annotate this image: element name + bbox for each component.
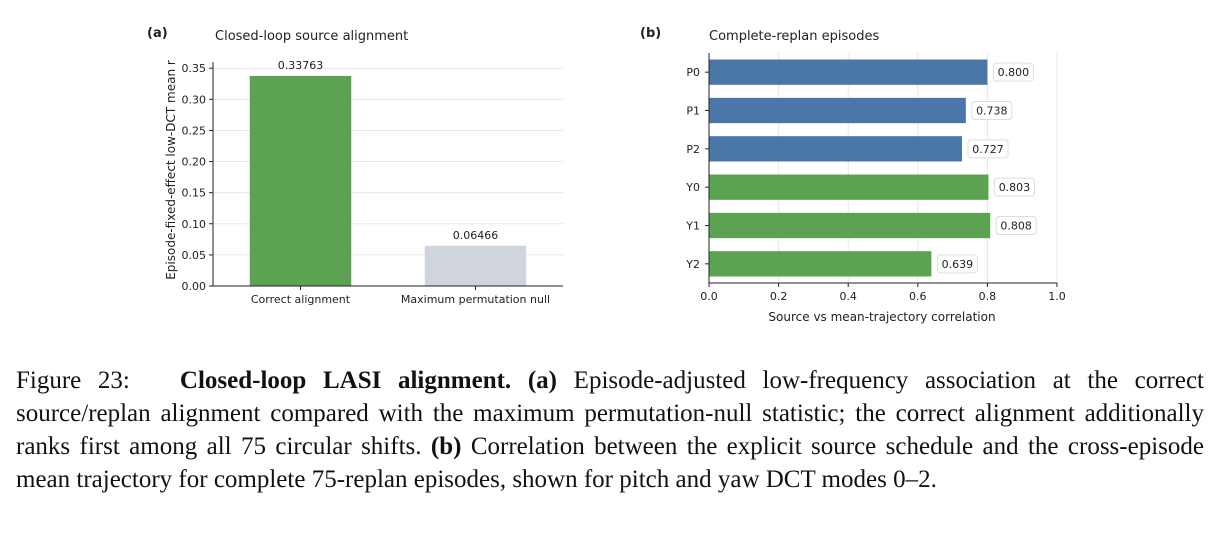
bar-data-label-box — [992, 62, 1034, 82]
bar — [709, 251, 932, 277]
caption-part-a-text: Episode-adjusted low-frequency associati… — [16, 367, 1205, 460]
panel-b-xlabel: Source vs mean-trajectory correlation — [768, 310, 995, 324]
bar — [424, 245, 527, 286]
x-tick-label: 0.8 — [979, 290, 997, 303]
bar-data-label-box — [936, 254, 978, 274]
y-tick-label: P1 — [686, 105, 700, 118]
panel-a-title: Closed-loop source alignment — [215, 29, 408, 44]
caption-title: Closed-loop LASI alignment. — [179, 367, 512, 394]
bar — [249, 75, 352, 286]
x-tick-label: 0.6 — [909, 290, 927, 303]
bar-data-label: 0.808 — [1000, 220, 1032, 233]
bar — [709, 212, 991, 239]
bar-data-label-box — [995, 216, 1037, 235]
panel-a: (a) Closed-loop source alignment Episode… — [147, 26, 563, 306]
panel-a-tag: (a) — [147, 26, 168, 41]
y-tick-label: 0.30 — [182, 93, 207, 106]
bar — [709, 136, 962, 162]
x-tick-label: Maximum permutation null — [401, 293, 550, 306]
x-tick-label: 0.2 — [770, 290, 788, 303]
bar-data-label-box — [971, 101, 1013, 120]
caption-part-a-tag: (a) — [527, 367, 558, 394]
y-tick-label: 0.15 — [182, 187, 207, 200]
panel-b-title: Complete-replan episodes — [709, 29, 879, 44]
bar-data-label: 0.639 — [942, 258, 974, 271]
caption-part-b-tag: (b) — [430, 433, 462, 460]
y-tick-label: P0 — [686, 66, 700, 79]
y-tick-label: Y2 — [685, 258, 700, 271]
bar-data-label: 0.33763 — [278, 59, 324, 72]
bar-data-label-box — [967, 139, 1009, 159]
y-tick-label: 0.25 — [182, 124, 207, 137]
bar-data-label: 0.727 — [972, 143, 1004, 156]
x-tick-label: 0.4 — [839, 290, 857, 303]
y-tick-label: 0.20 — [182, 156, 207, 169]
y-tick-label: 0.10 — [182, 218, 207, 231]
y-tick-label: Y0 — [685, 181, 700, 194]
figure-caption: Figure 23: Closed-loop LASI alignment. (… — [16, 364, 1204, 496]
bar-data-label-box — [993, 177, 1035, 197]
bar — [709, 174, 989, 200]
bar — [709, 97, 966, 124]
x-tick-label: 0.0 — [700, 290, 718, 303]
y-tick-label: 0.05 — [182, 249, 207, 262]
bar-data-label: 0.803 — [999, 181, 1031, 194]
caption-label: Figure 23: — [16, 367, 130, 394]
panel-b: (b) Complete-replan episodes Source vs m… — [640, 26, 1066, 324]
caption-part-b-text: Correlation between the explicit source … — [16, 433, 1204, 493]
panel-b-tag: (b) — [640, 26, 661, 41]
y-tick-label: 0.35 — [182, 62, 207, 75]
y-tick-label: Y1 — [685, 220, 700, 233]
panel-a-ylabel: Episode-fixed-effect low-DCT mean r — [164, 60, 178, 280]
y-tick-label: 0.00 — [182, 280, 207, 293]
y-tick-label: P2 — [686, 143, 700, 156]
figure: (a) Closed-loop source alignment Episode… — [147, 26, 1066, 324]
x-tick-label: Correct alignment — [251, 293, 351, 306]
x-tick-label: 1.0 — [1048, 290, 1066, 303]
bar-data-label: 0.800 — [998, 66, 1030, 79]
bar-data-label: 0.738 — [976, 105, 1008, 118]
bar — [709, 59, 988, 85]
bar-data-label: 0.06466 — [453, 229, 499, 242]
